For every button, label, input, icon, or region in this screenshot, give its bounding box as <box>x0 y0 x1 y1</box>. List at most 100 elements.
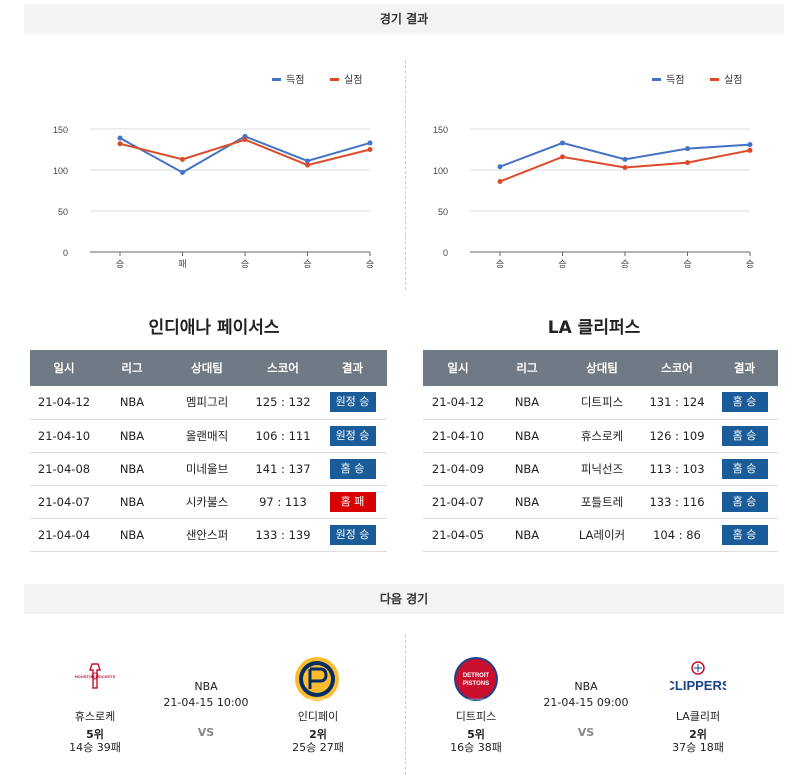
cell-date: 21-04-12 <box>30 386 98 420</box>
cell-league: NBA <box>98 485 166 519</box>
x-tick-label: 승 <box>683 259 691 270</box>
table-row: 21-04-10 NBA 휴스로케 126 : 109 홈 승 <box>423 419 778 453</box>
cell-date: 21-04-09 <box>423 452 493 486</box>
x-tick-label: 승 <box>303 259 311 270</box>
y-tick-label: 150 <box>433 125 448 135</box>
result-badge: 원정 승 <box>329 425 376 446</box>
header-league: 리그 <box>493 350 561 386</box>
cell-league: NBA <box>493 452 561 486</box>
match-away-rank: 2위 <box>689 728 707 741</box>
point-conceded <box>497 178 503 184</box>
x-tick-label: 패 <box>178 259 186 270</box>
match-away-name: LA클리퍼 <box>675 710 721 723</box>
match-away-name: 인디페이 <box>297 710 339 723</box>
cell-score: 125 : 132 <box>248 386 318 420</box>
result-badge: 홈 승 <box>721 425 768 446</box>
header-score: 스코어 <box>248 350 318 386</box>
y-tick-label: 0 <box>443 248 448 258</box>
next-match-1[interactable]: HOUSTON ROCKETS 휴스로케 5위 14승 39패 NBA 21-0… <box>0 630 400 780</box>
cell-result: 원정 승 <box>318 518 387 552</box>
cell-opponent: 휴스로케 <box>561 419 643 453</box>
table-row: 21-04-07 NBA 시카불스 97 : 113 홈 패 <box>30 485 387 519</box>
cell-date: 21-04-05 <box>423 518 493 552</box>
result-badge: 원정 승 <box>329 524 376 545</box>
cell-opponent: LA레이커 <box>561 518 643 552</box>
next-match-2[interactable]: DETROIT PISTONS DETROIT PISTONS 디트피스 5위 … <box>400 630 800 780</box>
point-scored <box>305 158 310 164</box>
y-tick-label: 50 <box>438 207 448 217</box>
cell-league: NBA <box>493 485 561 519</box>
team-title-indiana: 인디애나 페이서스 <box>148 318 280 338</box>
cell-opponent: 피닉선즈 <box>561 452 643 486</box>
cell-opponent: 멤피그리 <box>166 386 248 420</box>
cell-result: 홈 승 <box>711 518 778 552</box>
svg-text:DETROIT PISTONS: DETROIT PISTONS <box>467 699 486 701</box>
point-conceded <box>242 137 248 143</box>
cell-result: 홈 패 <box>318 485 387 519</box>
table-header-row: 일시 리그 상대팀 스코어 결과 <box>30 350 387 386</box>
legend-label-conceded: 실점 <box>344 74 362 86</box>
x-tick-label: 승 <box>496 259 504 270</box>
cell-result: 홈 승 <box>711 452 778 486</box>
indiana-pacers-logo: INDIANA PACERS <box>294 656 340 702</box>
match-home-name: 휴스로케 <box>74 710 116 723</box>
svg-text:CLIPPERS: CLIPPERS <box>670 678 726 693</box>
cell-opponent: 샌안스퍼 <box>166 518 248 552</box>
table-row: 21-04-10 NBA 올랜매직 106 : 111 원정 승 <box>30 419 387 453</box>
table-row: 21-04-04 NBA 샌안스퍼 133 : 139 원정 승 <box>30 518 387 552</box>
team-title-clippers: LA 클리퍼스 <box>547 318 641 338</box>
cell-opponent: 포틀트레 <box>561 485 643 519</box>
matches-divider <box>405 635 406 775</box>
header-date: 일시 <box>30 350 98 386</box>
cell-result: 홈 승 <box>711 419 778 453</box>
header-opponent: 상대팀 <box>561 350 643 386</box>
result-badge: 홈 승 <box>721 392 768 413</box>
cell-league: NBA <box>98 386 166 420</box>
header-opponent: 상대팀 <box>166 350 248 386</box>
result-badge: 홈 승 <box>329 458 376 479</box>
cell-opponent: 미네울브 <box>166 452 248 486</box>
table-header-row: 일시 리그 상대팀 스코어 결과 <box>423 350 778 386</box>
match-datetime: 21-04-15 09:00 <box>543 696 629 709</box>
match-vs: VS <box>577 726 595 739</box>
detroit-pistons-logo: DETROIT PISTONS DETROIT PISTONS <box>453 656 499 702</box>
point-conceded <box>180 156 185 162</box>
cell-opponent: 디트피스 <box>561 386 643 420</box>
la-clippers-logo: CLIPPERS <box>665 660 731 698</box>
x-tick-label: 승 <box>621 259 629 270</box>
legend-swatch-conceded <box>710 78 719 81</box>
chart-legend: 득점 실점 <box>272 74 362 86</box>
charts-divider <box>405 60 406 290</box>
legend-label-scored: 득점 <box>286 74 304 86</box>
x-tick-label: 승 <box>116 259 124 270</box>
x-tick-label: 승 <box>746 259 754 270</box>
match-home-name: 디트피스 <box>455 710 497 723</box>
cell-score: 126 : 109 <box>643 419 711 453</box>
result-badge: 홈 패 <box>329 491 376 512</box>
svg-text:HOUSTON ROCKETS: HOUSTON ROCKETS <box>75 674 116 679</box>
cell-league: NBA <box>493 518 561 552</box>
cell-opponent: 올랜매직 <box>166 419 248 453</box>
point-scored <box>685 146 690 152</box>
match-home-rank: 5위 <box>86 728 104 741</box>
y-tick-label: 150 <box>53 125 68 135</box>
cell-league: NBA <box>493 386 561 420</box>
cell-league: NBA <box>98 419 166 453</box>
point-conceded <box>560 154 565 160</box>
cell-score: 133 : 116 <box>643 485 711 519</box>
point-scored <box>367 140 373 146</box>
cell-result: 원정 승 <box>318 386 387 420</box>
match-away-record: 37승 18패 <box>672 741 724 754</box>
legend-label-scored: 득점 <box>666 74 684 86</box>
table-row: 21-04-08 NBA 미네울브 141 : 137 홈 승 <box>30 452 387 486</box>
header-result: 결과 <box>711 350 778 386</box>
cell-league: NBA <box>98 518 166 552</box>
cell-date: 21-04-10 <box>30 419 98 453</box>
point-scored <box>180 169 185 175</box>
svg-text:PISTONS: PISTONS <box>463 681 489 687</box>
cell-date: 21-04-08 <box>30 452 98 486</box>
table-row: 21-04-07 NBA 포틀트레 133 : 116 홈 승 <box>423 485 778 519</box>
result-badge: 원정 승 <box>329 392 376 413</box>
chart-legend: 득점 실점 <box>652 74 742 86</box>
chart-clippers: 150 100 50 0 승 승 승 승 승 득점 실점 <box>410 65 770 280</box>
